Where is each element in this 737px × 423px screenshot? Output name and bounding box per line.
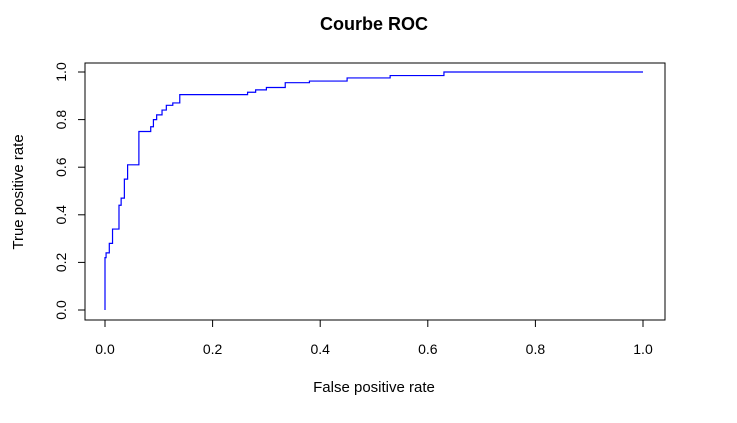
y-tick-label: 0.0 [53,300,69,320]
x-axis-label: False positive rate [313,379,435,396]
x-axis: 0.0 0.2 0.4 0.6 0.8 1.0 [95,319,653,357]
y-tick-label: 1.0 [53,62,69,82]
x-tick-label: 1.0 [633,341,653,357]
y-axis-label: True positive rate [10,134,27,249]
chart-title: Courbe ROC [320,14,428,34]
y-tick-label: 0.8 [53,110,69,130]
x-tick-label: 0.8 [526,341,546,357]
x-tick-label: 0.4 [310,341,330,357]
y-axis: 0.0 0.2 0.4 0.6 0.8 1.0 [53,62,86,320]
y-tick-label: 0.6 [53,157,69,177]
y-tick-label: 0.4 [53,205,69,225]
x-tick-label: 0.2 [203,341,223,357]
x-tick-label: 0.6 [418,341,438,357]
plot-frame [84,62,666,321]
x-tick-label: 0.0 [95,341,115,357]
y-tick-label: 0.2 [53,252,69,272]
roc-curve-line [104,71,643,310]
